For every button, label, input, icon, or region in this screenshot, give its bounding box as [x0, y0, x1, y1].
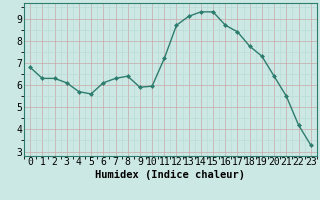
X-axis label: Humidex (Indice chaleur): Humidex (Indice chaleur): [95, 170, 245, 180]
